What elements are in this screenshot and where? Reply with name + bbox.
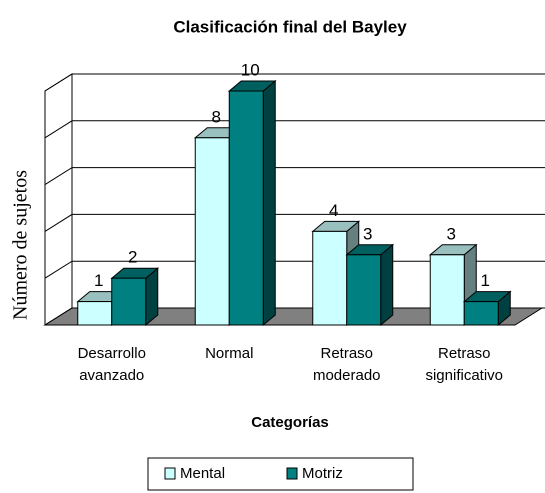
grid-line bbox=[44, 213, 545, 232]
bar-face bbox=[77, 301, 113, 326]
bar bbox=[110, 267, 160, 327]
legend-box bbox=[147, 457, 414, 491]
bar bbox=[345, 243, 395, 327]
bar-face bbox=[380, 243, 394, 327]
bar-face bbox=[228, 90, 264, 326]
data-label: 3 bbox=[363, 224, 372, 243]
bar bbox=[227, 79, 277, 327]
bar-face bbox=[111, 277, 147, 326]
bar-face bbox=[346, 254, 382, 326]
grid-line bbox=[44, 120, 545, 139]
bar-face bbox=[463, 301, 499, 326]
data-label: 2 bbox=[128, 248, 137, 267]
grid-line bbox=[44, 73, 545, 92]
legend-label: Motriz bbox=[302, 465, 343, 482]
data-label: 10 bbox=[241, 60, 260, 79]
wall-edge bbox=[44, 73, 73, 325]
grid-line bbox=[44, 167, 545, 186]
x-tick-label: Normal bbox=[205, 345, 254, 362]
data-label: 1 bbox=[94, 271, 103, 290]
x-tick-label: Retraso moderado bbox=[312, 345, 381, 384]
bar-face bbox=[194, 137, 230, 326]
legend-label: Mental bbox=[180, 465, 225, 482]
x-axis-title: Categorías bbox=[251, 414, 329, 431]
bar bbox=[462, 290, 512, 327]
bar bbox=[428, 243, 478, 327]
data-label: 1 bbox=[481, 271, 490, 290]
legend-swatch bbox=[286, 467, 298, 480]
bar-face bbox=[312, 230, 348, 326]
bar-face bbox=[429, 254, 465, 326]
x-tick-label: Desarrollo avanzado bbox=[77, 345, 146, 384]
y-axis-title: Número de sujetos bbox=[10, 170, 32, 320]
chart-title: Clasificación final del Bayley bbox=[173, 17, 407, 36]
data-label: 3 bbox=[447, 224, 456, 243]
data-label: 8 bbox=[212, 107, 221, 126]
bar-face bbox=[262, 79, 276, 327]
data-label: 4 bbox=[329, 201, 338, 220]
x-tick-label: Retraso significativo bbox=[425, 345, 504, 384]
legend-swatch bbox=[164, 467, 176, 480]
